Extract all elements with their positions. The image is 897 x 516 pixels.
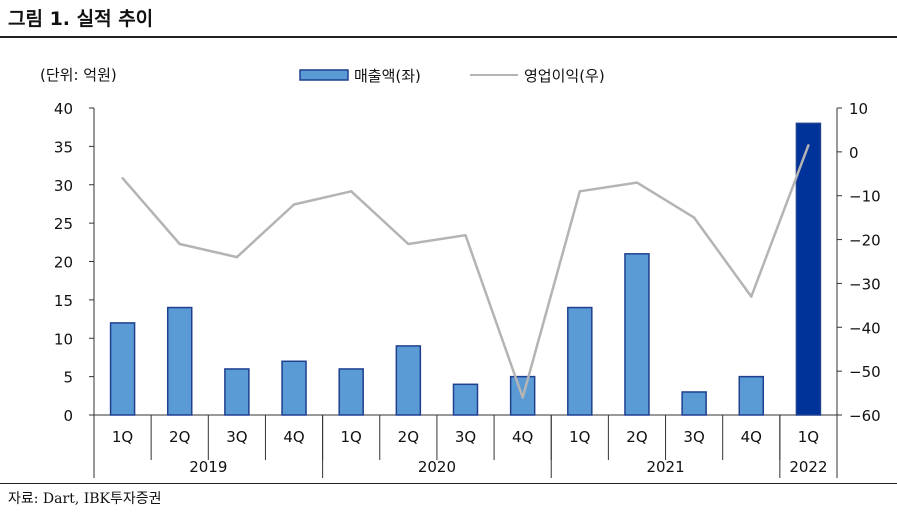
bar — [795, 122, 822, 416]
bar — [452, 383, 479, 416]
x-tick-label: 1Q — [569, 428, 590, 446]
line-point — [407, 242, 410, 246]
y-right-tick-label: 10 — [849, 100, 868, 118]
bottom-rule — [0, 483, 897, 484]
y-right-tick-label: 0 — [849, 144, 859, 162]
y-right-tick-label: −20 — [849, 232, 881, 250]
top-rule — [0, 36, 897, 38]
bar — [738, 375, 765, 416]
x-tick-label: 3Q — [455, 428, 476, 446]
x-tick-label: 1Q — [798, 428, 819, 446]
line-point — [349, 190, 353, 193]
line-point — [178, 242, 181, 246]
line-point — [807, 144, 810, 147]
y-right-tick-label: −40 — [849, 319, 881, 337]
line-point — [692, 216, 696, 219]
line-point — [521, 396, 524, 399]
x-group-label: 2020 — [418, 458, 456, 476]
y-left-tick-label: 25 — [54, 215, 73, 233]
x-tick-label: 2Q — [169, 428, 190, 446]
bar — [624, 253, 650, 416]
y-right-tick-label: −60 — [849, 407, 881, 425]
x-tick-label: 3Q — [226, 428, 247, 446]
legend-bar-label: 매출액(좌) — [354, 67, 421, 85]
y-left-tick-label: 20 — [54, 254, 73, 272]
x-tick-label: 1Q — [112, 428, 133, 446]
y-left-tick-label: 10 — [54, 330, 73, 348]
bar — [395, 345, 422, 416]
line-point — [635, 181, 639, 184]
y-left-tick-label: 35 — [54, 138, 73, 156]
line-point — [121, 176, 124, 180]
bar — [224, 368, 250, 416]
line-point — [235, 255, 239, 259]
bar — [166, 306, 193, 416]
line-point — [750, 295, 753, 298]
x-tick-label: 1Q — [341, 428, 362, 446]
x-tick-label: 2Q — [626, 428, 647, 446]
x-group-label: 2019 — [189, 458, 227, 476]
x-group-label: 2021 — [646, 458, 684, 476]
bar — [281, 360, 307, 416]
y-left-tick-label: 0 — [63, 407, 73, 425]
plot-area: 0 5 10 15 20 25 30 35 40 10 0 −10 −20 −30 −40 −50 −60 1Q 2… — [54, 100, 881, 478]
y-left-tick-label: 5 — [63, 369, 73, 387]
legend-bar-swatch — [299, 69, 349, 81]
y-left-tick-label: 40 — [54, 100, 73, 118]
line-point — [578, 190, 582, 193]
operating-profit-line — [121, 144, 810, 399]
legend-line-label: 영업이익(우) — [524, 67, 605, 85]
x-tick-label: 2Q — [398, 428, 419, 446]
line-point — [292, 203, 296, 206]
y-unit-label: (단위: 억원) — [40, 66, 117, 84]
y-left-tick-label: 15 — [54, 292, 73, 310]
y-right-tick-label: −50 — [849, 363, 881, 381]
line-point — [464, 233, 467, 237]
bar — [681, 391, 707, 416]
y-left-tick-label: 30 — [54, 177, 73, 195]
figure-title: 그림 1. 실적 추이 — [8, 8, 154, 30]
legend: 매출액(좌) 영업이익(우) — [299, 67, 605, 85]
bar — [109, 322, 136, 416]
x-tick-label: 4Q — [283, 428, 304, 446]
x-tick-label: 3Q — [683, 428, 704, 446]
bar — [338, 368, 364, 416]
x-tick-label: 4Q — [741, 428, 762, 446]
source-note: 자료: Dart, IBK투자증권 — [8, 491, 162, 507]
bar — [567, 306, 593, 416]
y-right-tick-label: −10 — [849, 188, 881, 206]
x-tick-label: 4Q — [512, 428, 533, 446]
x-group-label: 2022 — [789, 458, 827, 476]
y-right-tick-label: −30 — [849, 275, 881, 293]
